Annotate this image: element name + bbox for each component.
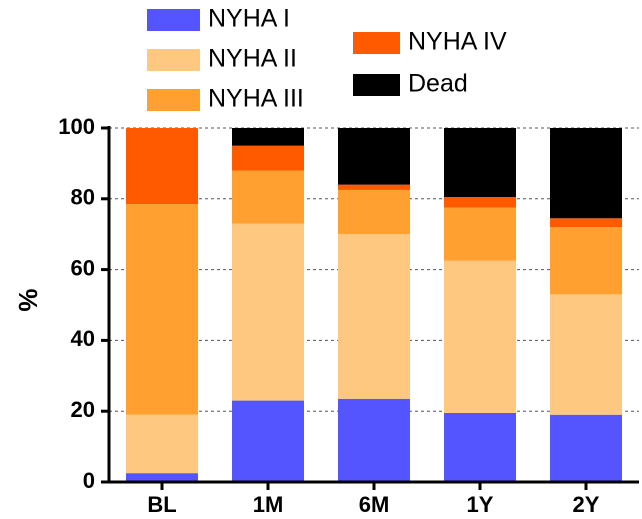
bar-segment xyxy=(338,234,410,399)
bar-segment xyxy=(126,128,198,205)
bar-segment xyxy=(338,398,410,482)
x-tick-label: 2Y xyxy=(573,492,600,517)
bar-segment xyxy=(232,128,304,146)
x-tick-label: BL xyxy=(147,492,176,517)
bar-segment xyxy=(550,294,622,415)
y-tick-label: 20 xyxy=(71,397,95,422)
bar-segment xyxy=(232,400,304,482)
y-axis-label: % xyxy=(13,288,43,311)
bar-segment xyxy=(444,128,516,198)
x-tick-label: 1M xyxy=(253,492,284,517)
y-tick-label: 60 xyxy=(71,255,95,280)
legend-swatch xyxy=(353,74,400,96)
y-tick-label: 0 xyxy=(83,468,95,493)
legend-swatch xyxy=(147,9,200,31)
legend-swatch xyxy=(147,49,200,71)
bar-segment xyxy=(550,128,622,219)
x-tick-label: 1Y xyxy=(467,492,494,517)
legend-label: NYHA III xyxy=(208,85,304,113)
bar-segment xyxy=(550,227,622,295)
bar-segment xyxy=(126,473,198,482)
legend-label: Dead xyxy=(408,70,468,98)
bar-segment xyxy=(444,197,516,208)
legend-label: NYHA I xyxy=(208,5,290,33)
y-tick-label: 100 xyxy=(58,114,95,139)
bar-segment xyxy=(338,184,410,190)
y-tick-label: 80 xyxy=(71,185,95,210)
bar-segment xyxy=(444,207,516,261)
legend-label: NYHA IV xyxy=(408,28,507,56)
legend-label: NYHA II xyxy=(208,45,297,73)
bar-segment xyxy=(338,189,410,235)
legend-swatch xyxy=(147,89,200,111)
bar-segment xyxy=(126,414,198,474)
bar-segment xyxy=(232,170,304,224)
bar-segment xyxy=(232,145,304,171)
bar-segment xyxy=(444,260,516,413)
legend-swatch xyxy=(353,32,400,54)
bar-segment xyxy=(550,218,622,228)
bar-segment xyxy=(232,223,304,401)
y-tick-label: 40 xyxy=(71,326,95,351)
x-tick-label: 6M xyxy=(359,492,390,517)
bar-segment xyxy=(126,204,198,415)
bar-segment xyxy=(444,412,516,482)
bar-segment xyxy=(550,414,622,482)
bar-segment xyxy=(338,128,410,185)
